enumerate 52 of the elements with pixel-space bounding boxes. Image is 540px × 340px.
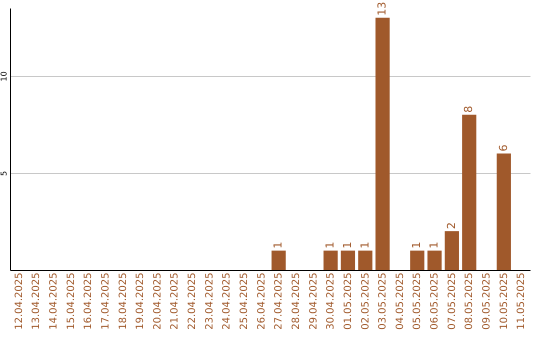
x-tick-label: 11.05.2025 bbox=[516, 272, 528, 330]
data-label: 1 bbox=[340, 242, 354, 249]
bar bbox=[324, 250, 338, 270]
data-label: 13 bbox=[376, 2, 389, 16]
bar bbox=[444, 231, 459, 270]
x-tick-label: 27.04.2025 bbox=[274, 272, 285, 330]
x-tick-label: 15.04.2025 bbox=[66, 272, 77, 330]
data-label: 2 bbox=[444, 222, 458, 230]
x-tick-label: 09.05.2025 bbox=[482, 272, 493, 330]
bar bbox=[496, 154, 511, 270]
bar bbox=[462, 114, 476, 270]
x-tick-label: 07.05.2025 bbox=[446, 272, 458, 330]
x-tick-label: 04.05.2025 bbox=[394, 272, 406, 330]
x-tick-label: 25.04.2025 bbox=[239, 272, 250, 330]
x-tick-label: 10.05.2025 bbox=[498, 272, 510, 330]
y-tick-label: 10 bbox=[0, 71, 8, 82]
x-tick-label: 17.04.2025 bbox=[100, 272, 112, 330]
bar bbox=[340, 250, 356, 270]
x-tick-label: 24.04.2025 bbox=[222, 272, 233, 330]
x-tick-label: 22.04.2025 bbox=[187, 272, 198, 330]
bar bbox=[410, 250, 424, 270]
data-label: 1 bbox=[324, 242, 337, 249]
x-tick-label: 28.04.2025 bbox=[290, 272, 302, 330]
x-tick-label: 20.04.2025 bbox=[152, 272, 164, 330]
data-label: 1 bbox=[272, 242, 285, 249]
x-tick-label: 23.04.2025 bbox=[204, 272, 216, 330]
bar bbox=[272, 250, 286, 270]
bar bbox=[375, 18, 390, 270]
x-tick-label: 29.04.2025 bbox=[308, 272, 320, 330]
data-label: 1 bbox=[410, 242, 424, 249]
bar bbox=[427, 250, 442, 270]
data-label: 8 bbox=[462, 106, 476, 113]
x-tick-label: 08.05.2025 bbox=[464, 272, 476, 330]
x-tick-label: 18.04.2025 bbox=[118, 272, 129, 330]
x-tick-label: 05.05.2025 bbox=[412, 272, 424, 330]
y-tick-label: 5 bbox=[0, 170, 8, 176]
x-tick-label: 02.05.2025 bbox=[360, 272, 372, 330]
data-label: 1 bbox=[358, 242, 372, 249]
x-tick-label: 30.04.2025 bbox=[326, 272, 337, 330]
x-tick-label: 16.04.2025 bbox=[83, 272, 94, 330]
x-tick-label: 01.05.2025 bbox=[342, 272, 354, 330]
data-label: 1 bbox=[428, 242, 441, 249]
bar bbox=[358, 250, 372, 270]
x-tick-label: 12.04.2025 bbox=[14, 272, 25, 330]
x-tick-label: 03.05.2025 bbox=[378, 272, 389, 330]
x-tick-label: 19.04.2025 bbox=[135, 272, 146, 330]
x-tick-label: 13.04.2025 bbox=[31, 272, 42, 330]
x-tick-label: 26.04.2025 bbox=[256, 272, 268, 330]
x-tick-label: 06.05.2025 bbox=[430, 272, 441, 330]
x-tick-label: 21.04.2025 bbox=[170, 272, 181, 330]
x-tick-label: 14.04.2025 bbox=[48, 272, 60, 330]
data-label: 6 bbox=[496, 144, 510, 152]
